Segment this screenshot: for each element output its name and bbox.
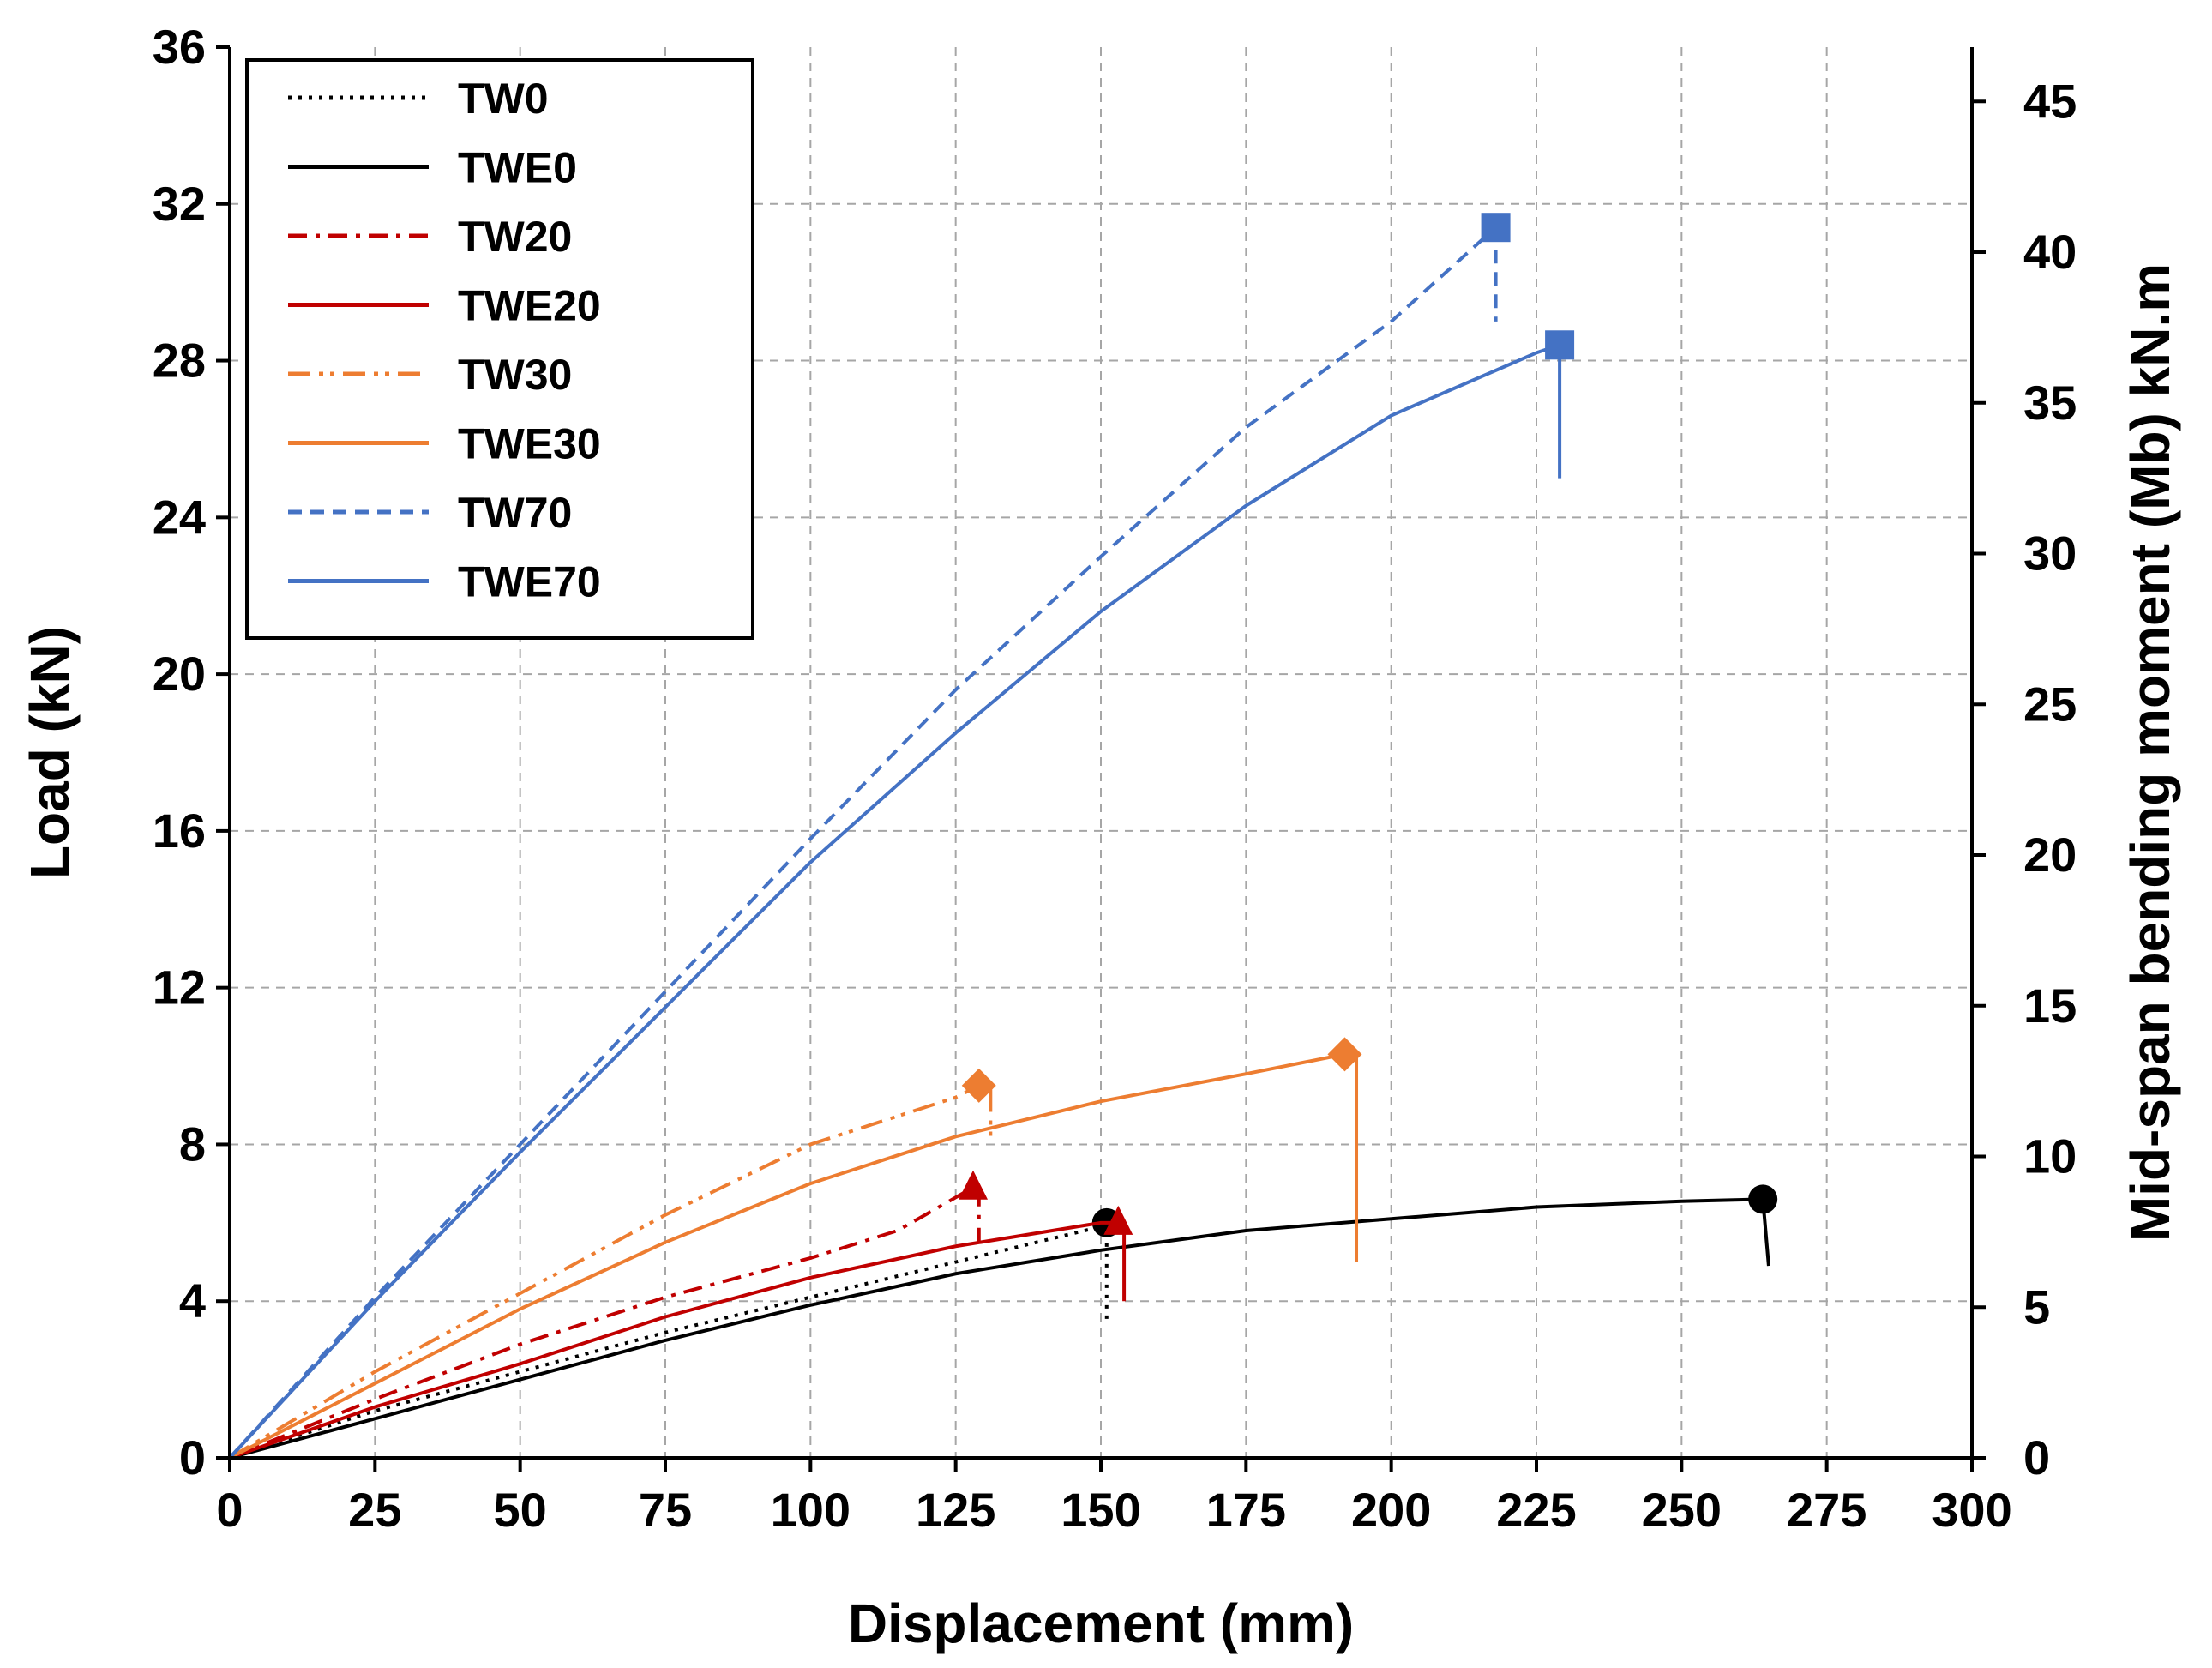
x-tick-label: 125 [916, 1483, 995, 1537]
series-line-tw30 [228, 1084, 980, 1460]
x-tick-label: 150 [1061, 1483, 1140, 1537]
legend-label-twe20: TWE20 [458, 282, 601, 330]
x-tick-label: 0 [216, 1483, 243, 1537]
y-tick-label: 8 [179, 1117, 206, 1171]
x-tick-label: 225 [1496, 1483, 1576, 1537]
legend-label-tw0: TW0 [458, 75, 549, 123]
series-twe0 [229, 1184, 1778, 1460]
series-line-twe30 [229, 1052, 1345, 1460]
series-line-tw0 [229, 1221, 1108, 1460]
series-twe20 [229, 1205, 1133, 1460]
legend-label-twe0: TWE0 [458, 144, 577, 192]
x-tick-label: 75 [639, 1483, 692, 1537]
y2-tick-label: 0 [2023, 1430, 2050, 1484]
y-tick-label: 36 [153, 20, 206, 74]
series-tw30 [228, 1068, 996, 1460]
y-tick-label: 4 [179, 1274, 206, 1328]
legend-label-twe70: TWE70 [458, 558, 601, 606]
y2-axis-title: Mid-span bending moment (Mb) kN.m [2119, 263, 2181, 1242]
series-peak-marker-twe70 [1545, 330, 1575, 360]
series-peak-marker-twe0 [1748, 1184, 1778, 1214]
y-tick-label: 12 [153, 960, 206, 1015]
x-axis-title: Displacement (mm) [848, 1593, 1354, 1654]
series-tw70 [228, 213, 1511, 1460]
legend-label-twe30: TWE30 [458, 420, 601, 468]
x-tick-label: 250 [1642, 1483, 1722, 1537]
y2-tick-label: 35 [2023, 376, 2077, 430]
x-tick-label: 275 [1787, 1483, 1866, 1537]
y2-tick-label: 5 [2023, 1280, 2050, 1334]
tick-labels: 0 25 50 75 100 125 150 175 200 225 250 275 300048121… [153, 20, 2077, 1537]
y-tick-label: 0 [179, 1430, 206, 1484]
y-tick-label: 28 [153, 334, 206, 388]
legend-label-tw30: TW30 [458, 351, 572, 399]
series-peak-marker-twe20 [1103, 1205, 1133, 1235]
x-tick-label: 100 [771, 1483, 851, 1537]
series-peak-marker-tw70 [1481, 213, 1511, 243]
y-tick-label: 16 [153, 804, 206, 858]
x-tick-label: 175 [1206, 1483, 1286, 1537]
series-line-twe20 [229, 1220, 1119, 1460]
series-twe70 [228, 330, 1575, 1460]
series-twe30 [229, 1037, 1362, 1460]
series-line-tw70 [228, 226, 1497, 1460]
y-tick-label: 24 [153, 490, 206, 544]
legend-label-tw20: TW20 [458, 213, 572, 261]
x-tick-label: 25 [348, 1483, 401, 1537]
legend-label-tw70: TW70 [458, 489, 572, 537]
y-tick-label: 20 [153, 647, 206, 701]
y2-tick-label: 25 [2023, 677, 2077, 731]
series-line-twe0 [229, 1197, 1764, 1460]
y2-tick-label: 30 [2023, 527, 2077, 581]
series-layer [228, 213, 1778, 1460]
legend: TW0 TWE0 TW20 TWE20 TW30 TWE30 TW70 TWE70 [245, 58, 754, 640]
series-tw20 [229, 1170, 988, 1460]
axes [216, 45, 1986, 1472]
series-peak-marker-twe30 [1327, 1037, 1362, 1072]
series-peak-marker-tw30 [961, 1068, 996, 1103]
y2-tick-label: 40 [2023, 225, 2077, 279]
series-line-twe70 [228, 343, 1560, 1460]
x-tick-label: 200 [1351, 1483, 1431, 1537]
x-tick-label: 300 [1932, 1483, 2011, 1537]
y-axis-title: Load (kN) [19, 626, 81, 879]
y2-tick-label: 10 [2023, 1129, 2077, 1183]
x-tick-label: 50 [494, 1483, 547, 1537]
series-peak-marker-tw20 [958, 1170, 988, 1200]
y2-tick-label: 15 [2023, 979, 2077, 1033]
y2-tick-label: 45 [2023, 74, 2077, 128]
y-tick-label: 32 [153, 177, 206, 231]
legend-box [245, 58, 754, 640]
y2-tick-label: 20 [2023, 828, 2077, 882]
